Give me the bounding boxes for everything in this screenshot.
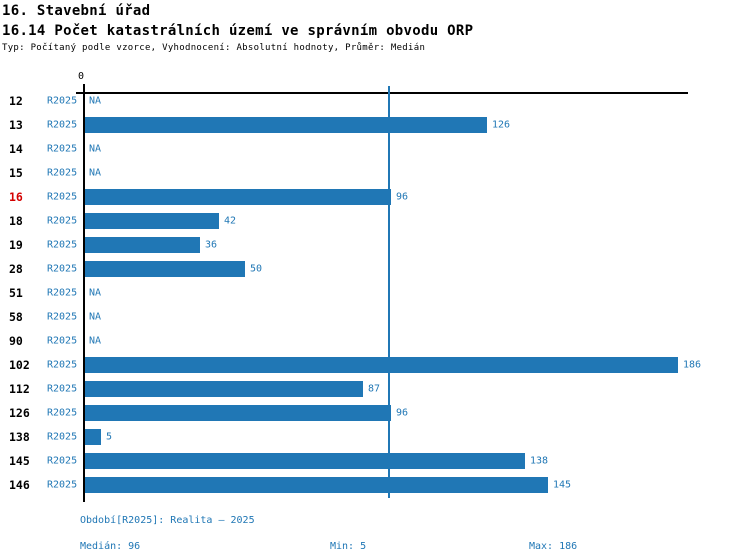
bar-value-label: 145 (553, 479, 572, 491)
row-category-label: 138 (9, 430, 30, 444)
value-bar (85, 189, 391, 205)
row-period-label: R2025 (47, 407, 78, 419)
indicator-title: 16.14 Počet katastrálních území ve správ… (2, 23, 474, 39)
row-period-label: R2025 (47, 359, 78, 371)
footer-median-label: Medián: 96 (80, 541, 141, 552)
indicator-subtitle: Typ: Počítaný podle vzorce, Vyhodnocení:… (2, 43, 426, 53)
row-category-label: 90 (9, 334, 23, 348)
na-label: NA (89, 143, 102, 155)
row-period-label: R2025 (47, 143, 78, 155)
row-category-label: 58 (9, 310, 23, 324)
bar-value-label: 87 (368, 383, 381, 395)
bar-value-label: 138 (530, 455, 549, 467)
row-period-label: R2025 (47, 119, 78, 131)
bar-value-label: 50 (250, 263, 263, 275)
na-label: NA (89, 287, 102, 299)
chart-row: 145 R2025 138 (0, 449, 750, 473)
row-period-label: R2025 (47, 383, 78, 395)
row-period-label: R2025 (47, 479, 78, 491)
footer-stats: Medián: 96 Min: 5 Max: 186 (0, 541, 750, 555)
row-period-label: R2025 (47, 431, 78, 443)
na-label: NA (89, 95, 102, 107)
axis-zero-label: 0 (77, 71, 85, 82)
value-bar (85, 117, 487, 133)
footer-period-text: Období[R2025]: Realita – 2025 (80, 515, 255, 526)
bar-value-label: 36 (205, 239, 218, 251)
bar-value-label: 96 (396, 191, 409, 203)
value-bar (85, 261, 245, 277)
row-period-label: R2025 (47, 95, 78, 107)
bar-value-label: 5 (106, 431, 113, 443)
row-category-label: 15 (9, 166, 23, 180)
y-axis-line (83, 84, 85, 502)
chart-row: 14 R2025 NA (0, 137, 750, 161)
value-bar (85, 405, 391, 421)
x-axis-line (76, 92, 688, 94)
row-category-label: 126 (9, 406, 30, 420)
row-category-label: 16 (9, 190, 23, 204)
row-period-label: R2025 (47, 239, 78, 251)
value-bar (85, 357, 678, 373)
row-period-label: R2025 (47, 287, 78, 299)
chart-row: 13 R2025 126 (0, 113, 750, 137)
chart-row: 28 R2025 50 (0, 257, 750, 281)
row-category-label: 13 (9, 118, 23, 132)
row-period-label: R2025 (47, 455, 78, 467)
value-bar (85, 381, 363, 397)
row-category-label: 146 (9, 478, 30, 492)
chart-row: 90 R2025 NA (0, 329, 750, 353)
chart-row: 19 R2025 36 (0, 233, 750, 257)
chart-row: 58 R2025 NA (0, 305, 750, 329)
chart-row: 138 R2025 5 (0, 425, 750, 449)
value-bar (85, 477, 548, 493)
footer-min-label: Min: 5 (330, 541, 367, 552)
chart-row: 16 R2025 96 (0, 185, 750, 209)
na-label: NA (89, 335, 102, 347)
value-bar (85, 429, 101, 445)
chart-row: 51 R2025 NA (0, 281, 750, 305)
value-bar (85, 237, 200, 253)
row-category-label: 14 (9, 142, 23, 156)
row-period-label: R2025 (47, 263, 78, 275)
row-category-label: 28 (9, 262, 23, 276)
row-period-label: R2025 (47, 215, 78, 227)
section-title: 16. Stavební úřad (2, 3, 151, 19)
row-category-label: 102 (9, 358, 30, 372)
bar-chart-rows: 12 R2025 NA 13 R2025 126 14 R2025 NA 15 R2025 NA 16 R… (0, 89, 750, 497)
median-line (388, 86, 390, 498)
row-period-label: R2025 (47, 191, 78, 203)
value-bar (85, 453, 525, 469)
value-bar (85, 213, 219, 229)
chart-row: 146 R2025 145 (0, 473, 750, 497)
chart-row: 15 R2025 NA (0, 161, 750, 185)
bar-value-label: 96 (396, 407, 409, 419)
chart-row: 12 R2025 NA (0, 89, 750, 113)
na-label: NA (89, 167, 102, 179)
row-period-label: R2025 (47, 335, 78, 347)
chart-row: 18 R2025 42 (0, 209, 750, 233)
chart-row: 102 R2025 186 (0, 353, 750, 377)
footer-max-label: Max: 186 (529, 541, 578, 552)
chart-row: 112 R2025 87 (0, 377, 750, 401)
row-category-label: 19 (9, 238, 23, 252)
row-category-label: 112 (9, 382, 30, 396)
row-category-label: 12 (9, 94, 23, 108)
row-period-label: R2025 (47, 311, 78, 323)
row-period-label: R2025 (47, 167, 78, 179)
bar-value-label: 126 (492, 119, 511, 131)
bar-value-label: 186 (683, 359, 702, 371)
na-label: NA (89, 311, 102, 323)
bar-value-label: 42 (224, 215, 237, 227)
row-category-label: 51 (9, 286, 23, 300)
row-category-label: 18 (9, 214, 23, 228)
chart-row: 126 R2025 96 (0, 401, 750, 425)
row-category-label: 145 (9, 454, 30, 468)
